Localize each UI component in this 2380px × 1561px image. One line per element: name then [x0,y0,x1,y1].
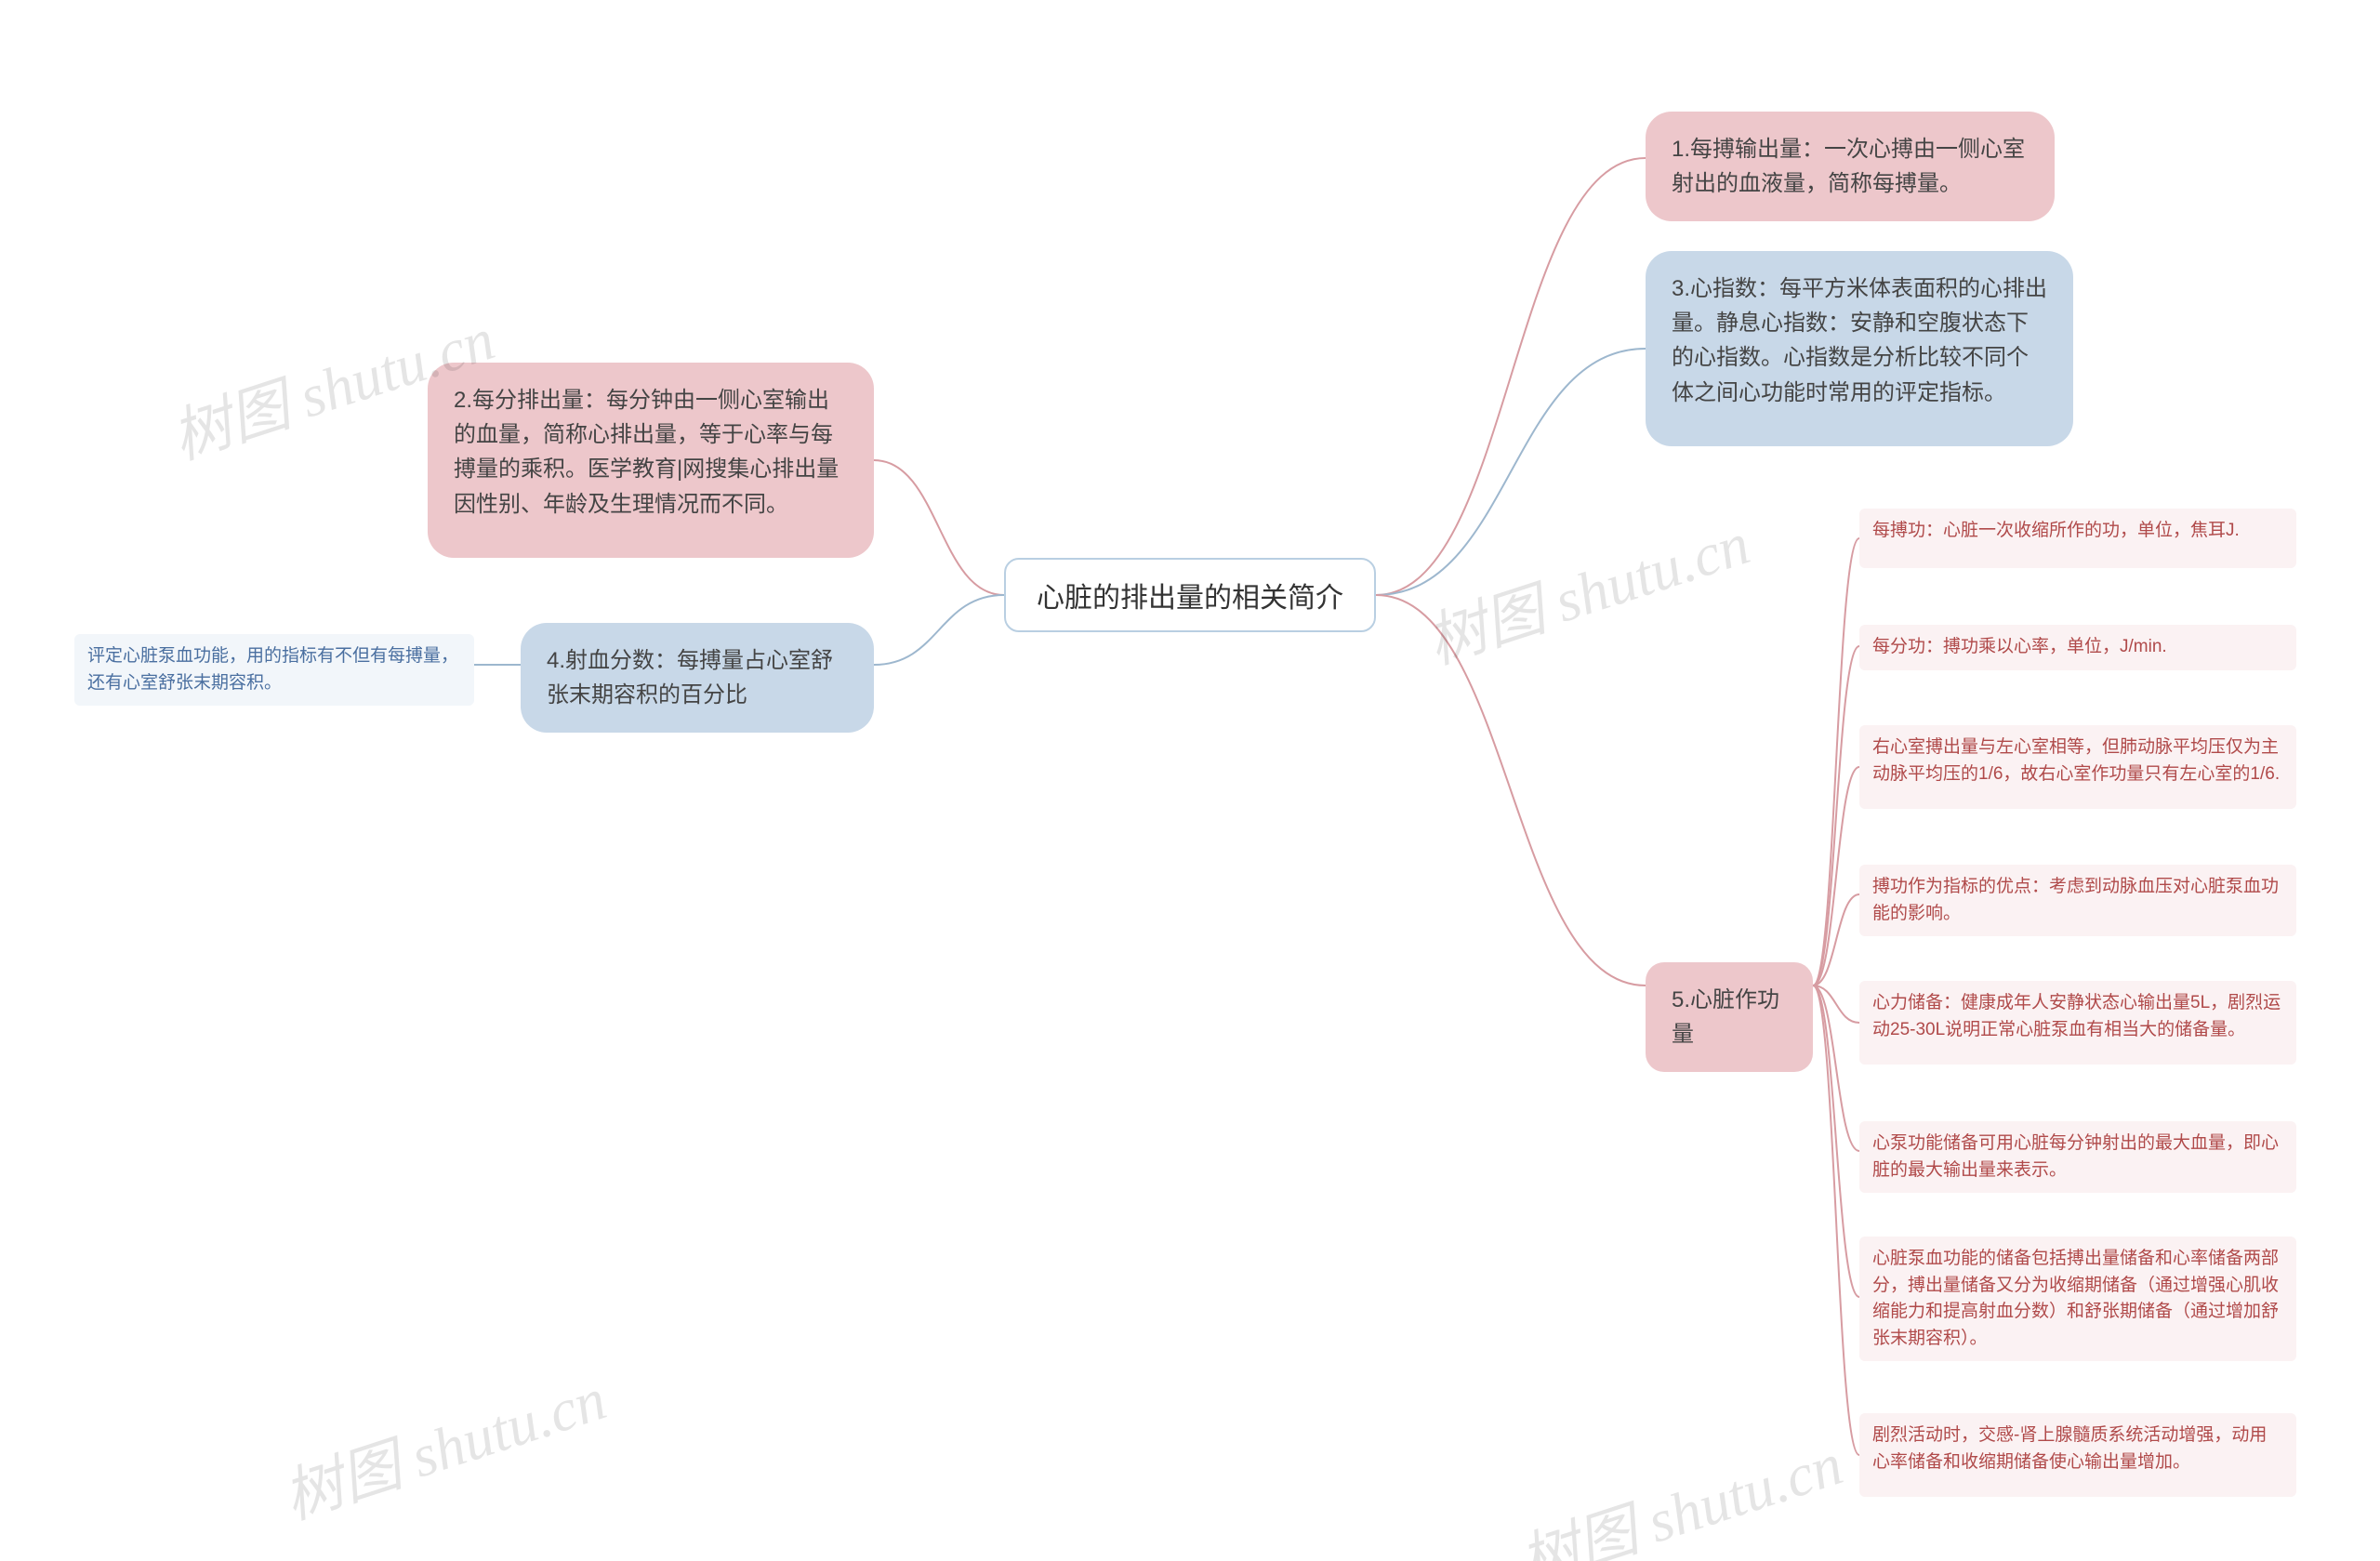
node-n4_leaf[interactable]: 评定心脏泵血功能，用的指标有不但有每搏量，还有心室舒张末期容积。 [74,634,474,706]
watermark: 树图 shutu.cn [1508,1417,1852,1561]
node-label: 3.心指数：每平方米体表面积的心排出量。静息心指数：安静和空腹状态下的心指数。心… [1672,276,2047,405]
connector [1813,646,1859,986]
node-l6[interactable]: 心泵功能储备可用心脏每分钟射出的最大血量，即心脏的最大输出量来表示。 [1859,1121,2296,1193]
node-label: 评定心脏泵血功能，用的指标有不但有每搏量，还有心室舒张末期容积。 [87,646,458,693]
node-label: 4.射血分数：每搏量占心室舒张末期容积的百分比 [547,648,833,708]
node-l7[interactable]: 心脏泵血功能的储备包括搏出量储备和心率储备两部分，搏出量储备又分为收缩期储备（通… [1859,1237,2296,1361]
node-l8[interactable]: 剧烈活动时，交感-肾上腺髓质系统活动增强，动用心率储备和收缩期储备使心输出量增加… [1859,1413,2296,1497]
node-l4[interactable]: 搏功作为指标的优点：考虑到动脉血压对心脏泵血功能的影响。 [1859,865,2296,936]
node-l2[interactable]: 每分功：搏功乘以心率，单位，J/min. [1859,625,2296,670]
center-node[interactable]: 心脏的排出量的相关简介 [1004,558,1376,632]
connector [1813,986,1859,1151]
node-label: 右心室搏出量与左心室相等，但肺动脉平均压仅为主动脉平均压的1/6，故右心室作功量… [1872,737,2280,784]
connector [1813,986,1859,1455]
node-n1[interactable]: 1.每搏输出量：一次心搏由一侧心室射出的血液量，简称每搏量。 [1646,112,2055,221]
connector [874,595,1004,665]
connector [1376,349,1646,595]
node-label: 每分功：搏功乘以心率，单位，J/min. [1872,637,2167,656]
node-l5[interactable]: 心力储备：健康成年人安静状态心输出量5L，剧烈运动25-30L说明正常心脏泵血有… [1859,981,2296,1065]
connector [874,460,1004,595]
node-label: 每搏功：心脏一次收缩所作的功，单位，焦耳J. [1872,521,2240,540]
node-n3[interactable]: 3.心指数：每平方米体表面积的心排出量。静息心指数：安静和空腹状态下的心指数。心… [1646,251,2073,446]
node-l3[interactable]: 右心室搏出量与左心室相等，但肺动脉平均压仅为主动脉平均压的1/6，故右心室作功量… [1859,725,2296,809]
node-n4[interactable]: 4.射血分数：每搏量占心室舒张末期容积的百分比 [521,623,874,733]
node-label: 剧烈活动时，交感-肾上腺髓质系统活动增强，动用心率储备和收缩期储备使心输出量增加… [1872,1425,2267,1472]
connector [1813,894,1859,986]
node-label: 1.每搏输出量：一次心搏由一侧心室射出的血液量，简称每搏量。 [1672,137,2025,196]
node-label: 5.心脏作功量 [1672,987,1779,1047]
connector [1813,986,1859,1023]
node-label: 心脏泵血功能的储备包括搏出量储备和心率储备两部分，搏出量储备又分为收缩期储备（通… [1872,1249,2279,1348]
node-label: 2.每分排出量：每分钟由一侧心室输出的血量，简称心排出量，等于心率与每搏量的乘积… [454,388,839,517]
connector [1813,767,1859,986]
watermark: 树图 shutu.cn [1415,496,1759,681]
node-label: 心力储备：健康成年人安静状态心输出量5L，剧烈运动25-30L说明正常心脏泵血有… [1872,993,2281,1039]
node-label: 心泵功能储备可用心脏每分钟射出的最大血量，即心脏的最大输出量来表示。 [1872,1133,2279,1180]
node-l1[interactable]: 每搏功：心脏一次收缩所作的功，单位，焦耳J. [1859,509,2296,568]
watermark: 树图 shutu.cn [271,1352,615,1536]
connector [1813,538,1859,986]
connector [1376,595,1646,986]
center-label: 心脏的排出量的相关简介 [1037,575,1343,615]
node-n5[interactable]: 5.心脏作功量 [1646,962,1813,1072]
node-n2[interactable]: 2.每分排出量：每分钟由一侧心室输出的血量，简称心排出量，等于心率与每搏量的乘积… [428,363,874,558]
connector [1813,986,1859,1297]
node-label: 搏功作为指标的优点：考虑到动脉血压对心脏泵血功能的影响。 [1872,877,2279,923]
connector [1376,158,1646,595]
